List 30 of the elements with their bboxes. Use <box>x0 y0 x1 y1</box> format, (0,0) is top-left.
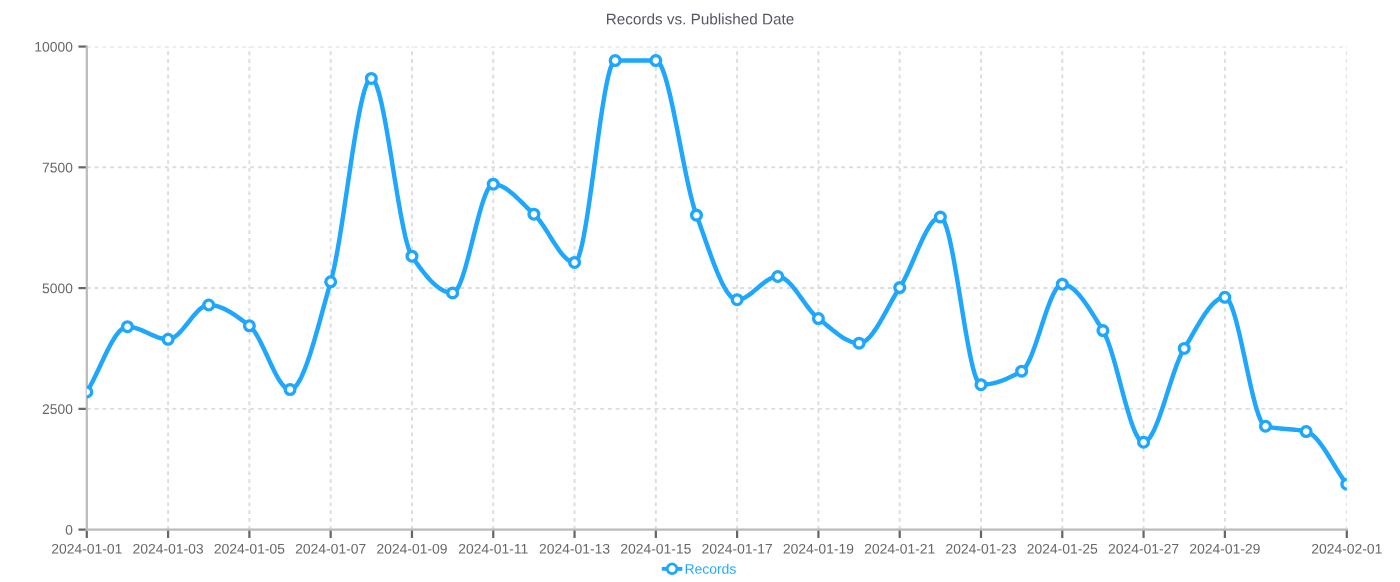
point <box>283 383 297 397</box>
point <box>811 311 825 326</box>
point <box>852 336 866 350</box>
point <box>608 54 622 68</box>
point <box>1258 419 1273 433</box>
point <box>1218 290 1232 304</box>
point <box>649 54 663 68</box>
point <box>202 298 216 312</box>
point <box>1096 324 1110 338</box>
point <box>486 177 500 191</box>
point <box>1299 425 1313 439</box>
point <box>933 210 947 224</box>
point <box>974 378 988 392</box>
point <box>242 319 256 333</box>
point <box>405 249 419 263</box>
point <box>771 269 785 284</box>
point <box>1177 341 1191 355</box>
point <box>568 255 582 270</box>
point <box>730 293 744 307</box>
point <box>689 208 704 222</box>
point <box>364 71 378 85</box>
point <box>446 286 460 300</box>
point <box>893 281 907 295</box>
point <box>120 320 134 334</box>
point <box>1015 364 1029 378</box>
point <box>161 332 175 346</box>
point <box>324 275 338 289</box>
point <box>527 207 541 221</box>
point <box>1055 277 1069 291</box>
point <box>1137 435 1151 449</box>
